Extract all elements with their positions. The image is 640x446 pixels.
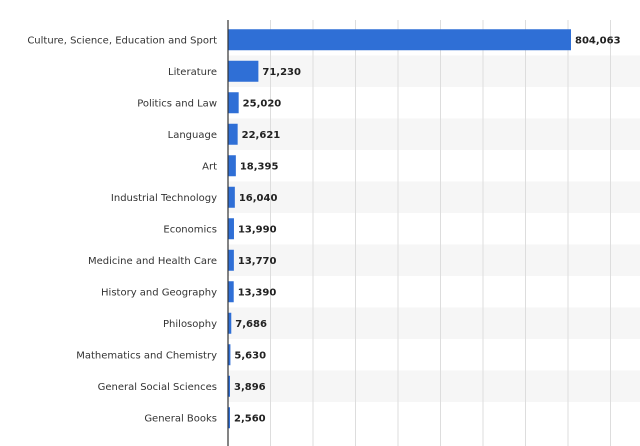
category-label: Industrial Technology <box>111 193 217 204</box>
value-label: 16,040 <box>239 193 278 204</box>
bar <box>228 60 259 82</box>
bar <box>228 249 234 271</box>
row-band <box>228 370 640 402</box>
value-label: 3,896 <box>234 382 266 393</box>
bar <box>228 407 230 429</box>
bar <box>228 344 231 366</box>
value-label: 25,020 <box>243 98 282 109</box>
row-band <box>228 307 640 339</box>
category-labels: Culture, Science, Education and Sport Lit… <box>27 35 217 424</box>
category-label: General Books <box>144 413 217 424</box>
value-label: 22,621 <box>242 130 281 141</box>
row-band <box>228 244 640 276</box>
gridlines <box>270 20 611 446</box>
value-label: 2,560 <box>234 413 266 424</box>
value-label: 13,390 <box>238 287 277 298</box>
bar <box>228 312 232 334</box>
row-band <box>228 55 640 87</box>
category-label: General Social Sciences <box>98 382 217 393</box>
category-label: History and Geography <box>101 287 217 298</box>
category-label: Medicine and Health Care <box>88 256 217 267</box>
category-label: Economics <box>163 224 217 235</box>
category-label: Art <box>202 161 217 172</box>
value-label: 71,230 <box>262 67 301 78</box>
bar <box>228 281 234 303</box>
value-label: 5,630 <box>234 350 266 361</box>
category-label: Language <box>168 130 217 141</box>
bar <box>228 218 234 240</box>
bar <box>228 123 238 145</box>
bar <box>228 375 230 397</box>
bar <box>228 92 239 114</box>
row-band <box>228 181 640 213</box>
value-label: 13,990 <box>238 224 277 235</box>
category-label: Philosophy <box>163 319 217 330</box>
value-label: 18,395 <box>240 161 279 172</box>
bars <box>228 29 571 429</box>
bar <box>228 155 236 177</box>
bar <box>228 29 571 51</box>
value-label: 7,686 <box>235 319 267 330</box>
bar <box>228 186 235 208</box>
value-label: 804,063 <box>575 35 621 46</box>
value-label: 13,770 <box>238 256 277 267</box>
category-label: Politics and Law <box>137 98 217 109</box>
row-bands <box>228 55 640 402</box>
category-label: Literature <box>168 67 217 78</box>
row-band <box>228 118 640 150</box>
category-label: Mathematics and Chemistry <box>76 350 217 361</box>
category-label: Culture, Science, Education and Sport <box>27 35 217 46</box>
value-labels: 804,063 71,230 25,020 22,621 18,395 16,040 13,… <box>234 35 621 424</box>
